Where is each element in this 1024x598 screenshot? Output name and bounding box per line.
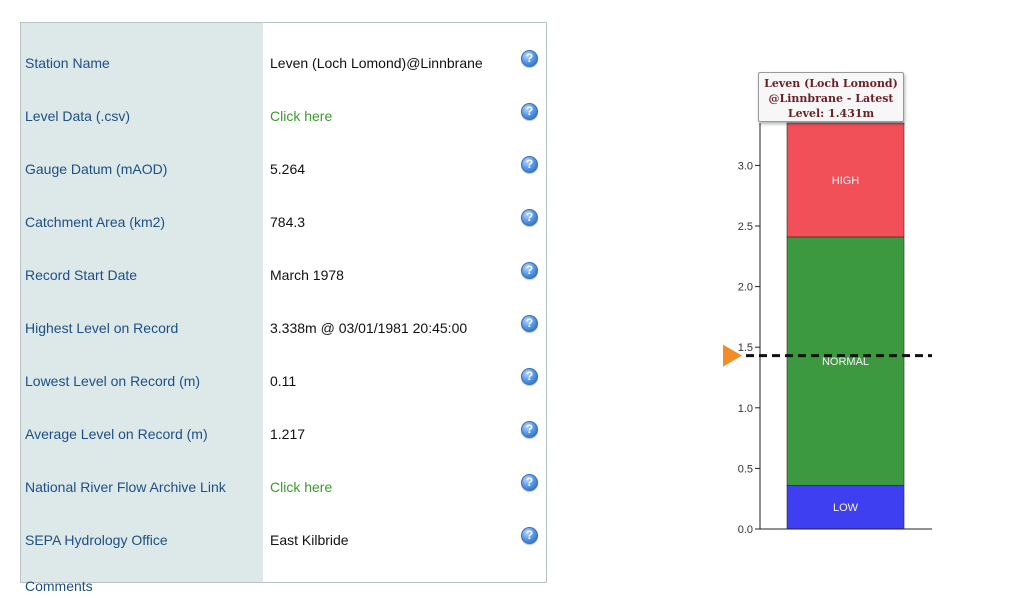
row-label: Lowest Level on Record (m) (25, 372, 201, 389)
row-value: East Kilbride (270, 531, 349, 548)
latest-level-marker-icon (723, 344, 742, 367)
y-tick-label: 1.0 (738, 403, 753, 415)
gauge-svg: LOW NORMAL HIGH 0.0 0.5 1.0 1.5 2.0 2.5 3.0 (723, 122, 932, 536)
table-row: National River Flow Archive Link Click he… (21, 460, 546, 513)
help-icon[interactable]: ? (521, 526, 538, 544)
row-value: Leven (Loch Lomond)@Linnbrane (270, 54, 483, 71)
help-icon[interactable]: ? (521, 367, 538, 385)
y-tick-label: 1.5 (738, 342, 753, 354)
table-row: Station Name Leven (Loch Lomond)@Linnbran… (21, 36, 546, 89)
comments-label: Comments (25, 578, 93, 594)
row-label: SEPA Hydrology Office (25, 531, 168, 548)
click-here-link[interactable]: Click here (270, 478, 333, 495)
help-icon[interactable]: ? (521, 420, 538, 438)
tooltip-line-1: Leven (Loch Lomond) (764, 77, 898, 90)
row-label: Gauge Datum (mAOD) (25, 160, 168, 177)
row-value: March 1978 (270, 266, 344, 283)
table-row: Record Start Date March 1978? (21, 248, 546, 301)
help-icon[interactable]: ? (521, 208, 538, 226)
table-row: Average Level on Record (m) 1.217? (21, 407, 546, 460)
help-glyph: ? (525, 103, 534, 118)
label-column (21, 23, 263, 582)
comments-row: Comments (21, 566, 546, 598)
table-row: Gauge Datum (mAOD) 5.264? (21, 142, 546, 195)
row-value: 784.3 (270, 213, 306, 230)
table-row: Highest Level on Record 3.338m @ 03/01/19… (21, 301, 546, 354)
help-icon[interactable]: ? (521, 155, 538, 173)
band-label-low: LOW (833, 502, 859, 514)
band-low (786, 485, 905, 530)
y-tick-label: 3.0 (738, 160, 753, 172)
tooltip-line-3: Level: 1.431m (787, 107, 875, 120)
table-row: SEPA Hydrology Office East Kilbride? (21, 513, 546, 566)
row-label: Average Level on Record (m) (25, 425, 208, 442)
row-label: Station Name (25, 54, 110, 71)
row-value: 1.217 (270, 425, 306, 442)
y-tick-label: 2.5 (738, 221, 753, 233)
y-tick-label: 0.5 (738, 463, 753, 475)
help-icon[interactable]: ? (521, 49, 538, 67)
band-label-normal: NORMAL (822, 356, 869, 368)
row-label: Level Data (.csv) (25, 107, 131, 124)
row-value: 0.11 (270, 372, 297, 389)
help-glyph: ? (525, 474, 534, 489)
help-icon[interactable]: ? (521, 314, 538, 332)
help-glyph: ? (525, 527, 534, 542)
help-glyph: ? (525, 368, 534, 383)
station-info-table: Station Name Leven (Loch Lomond)@Linnbran… (20, 22, 547, 594)
help-glyph: ? (525, 209, 534, 224)
tooltip-line-2: @Linnbrane - Latest (768, 92, 894, 105)
row-label: Record Start Date (25, 266, 138, 283)
y-tick-label: 2.0 (738, 282, 753, 294)
level-gauge-chart: LOW NORMAL HIGH 0.0 0.5 1.0 1.5 2.0 2.5 3.0 Leven… (690, 68, 950, 548)
band-high (786, 122, 905, 238)
table-row: Catchment Area (km2) 784.3? (21, 195, 546, 248)
help-glyph: ? (525, 315, 534, 330)
help-glyph: ? (525, 50, 534, 65)
help-icon[interactable]: ? (521, 102, 538, 120)
band-label-high: HIGH (832, 175, 860, 187)
row-value: 3.338m @ 03/01/1981 20:45:00 (270, 319, 468, 336)
click-here-link[interactable]: Click here (270, 107, 333, 124)
row-label: Catchment Area (km2) (25, 213, 166, 230)
help-icon[interactable]: ? (521, 473, 538, 491)
help-glyph: ? (525, 421, 534, 436)
row-value: 5.264 (270, 160, 306, 177)
row-label: National River Flow Archive Link (25, 478, 226, 495)
help-glyph: ? (525, 262, 534, 277)
help-glyph: ? (525, 156, 534, 171)
table-row: Level Data (.csv) Click here? (21, 89, 546, 142)
y-tick-label: 0.0 (738, 524, 753, 536)
help-icon[interactable]: ? (521, 261, 538, 279)
table-row: Lowest Level on Record (m) 0.11? (21, 354, 546, 407)
latest-level-tooltip: Leven (Loch Lomond) @Linnbrane - Latest … (758, 72, 904, 122)
row-label: Highest Level on Record (25, 319, 179, 336)
